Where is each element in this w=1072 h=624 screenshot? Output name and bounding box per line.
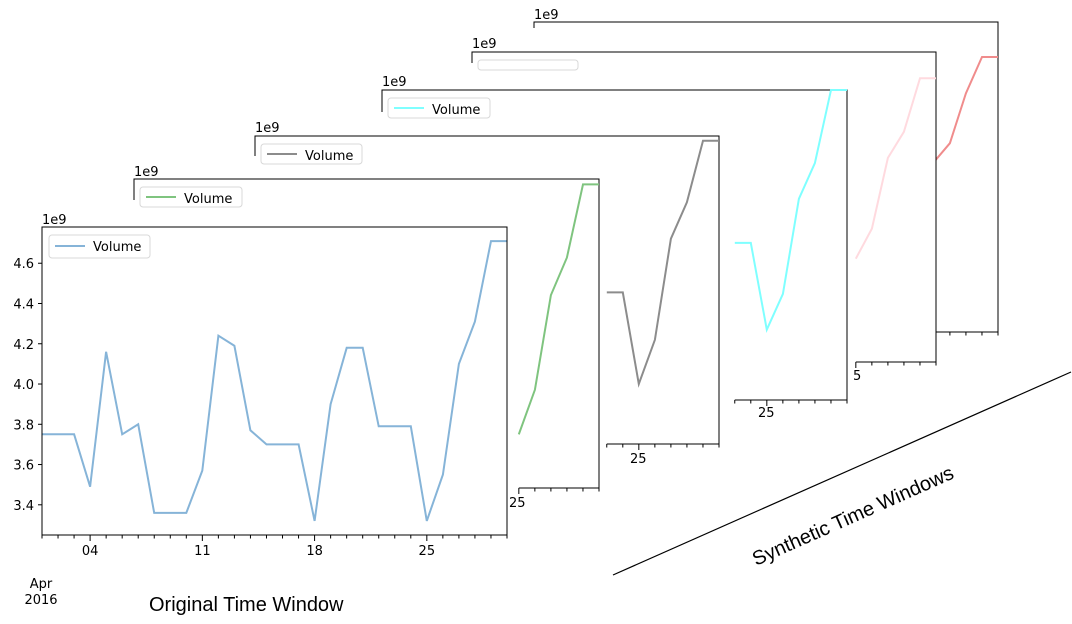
x-ticks xyxy=(734,399,848,406)
x-tick-label: 5 xyxy=(853,369,861,384)
y-axis-ticks: 3.4 3.6 3.8 4.0 4.2 4.4 4.6 xyxy=(13,257,42,514)
volume-line xyxy=(42,240,507,522)
series-line xyxy=(854,77,936,260)
y-tick-label: 3.6 xyxy=(13,459,34,474)
original-window: 1e9 Volume 3.4 3.6 3.8 4.0 4.2 4.4 4.6 04 11 18 2… xyxy=(13,213,508,608)
y-tick-label: 4.2 xyxy=(13,338,34,353)
x-axis-ticks: 04 11 18 25 xyxy=(41,535,508,559)
axes-frame xyxy=(381,89,848,400)
x-ticks xyxy=(855,361,937,368)
legend-label: Volume xyxy=(184,192,232,207)
series-line xyxy=(606,139,719,388)
y-tick-label: 3.4 xyxy=(13,499,34,514)
x-tick-label: 18 xyxy=(306,544,323,559)
legend-box xyxy=(48,234,151,259)
scale-label: 1e9 xyxy=(255,121,280,136)
x-tick-label: 25 xyxy=(758,406,775,421)
series-line xyxy=(517,183,599,435)
volume-line xyxy=(854,77,936,260)
x-tick-label: 11 xyxy=(194,544,211,559)
series-line xyxy=(734,89,847,334)
y-tick-label: 4.4 xyxy=(13,297,34,312)
x-month-label: Apr xyxy=(30,577,53,592)
x-tick-label: 25 xyxy=(419,544,436,559)
x-ticks xyxy=(606,443,720,450)
legend-label: Volume xyxy=(432,103,480,118)
series-line xyxy=(936,56,998,162)
original-caption: Original Time Window xyxy=(149,594,344,616)
legend-box xyxy=(139,186,243,208)
x-tick-label: 25 xyxy=(509,496,526,511)
scale-label: 1e9 xyxy=(472,37,497,52)
y-tick-label: 4.0 xyxy=(13,378,34,393)
legend-box xyxy=(387,97,491,119)
legend-label: Volume xyxy=(93,240,141,255)
x-tick-label: 04 xyxy=(82,544,99,559)
legend-label: Volume xyxy=(305,149,353,164)
axes-frame xyxy=(41,226,508,536)
volume-line xyxy=(517,183,599,435)
volume-line xyxy=(606,139,719,388)
legend-box xyxy=(477,59,579,71)
scale-label: 1e9 xyxy=(134,165,159,180)
series-line xyxy=(42,240,507,522)
axes-frame xyxy=(533,21,999,332)
scale-label: 1e9 xyxy=(534,8,559,23)
synthetic-divider-line xyxy=(612,371,1072,576)
axes-frame xyxy=(471,51,937,362)
legend-box xyxy=(260,143,363,165)
y-tick-label: 3.8 xyxy=(13,418,34,433)
x-tick-label: 25 xyxy=(630,452,647,467)
volume-line xyxy=(734,89,847,334)
panel-background xyxy=(42,227,507,535)
x-year-label: 2016 xyxy=(24,593,57,608)
synthetic-caption: Synthetic Time Windows xyxy=(749,462,957,570)
volume-line xyxy=(936,56,998,162)
axes-frame xyxy=(133,178,600,488)
scale-label: 1e9 xyxy=(382,75,407,90)
x-ticks xyxy=(518,487,600,494)
scale-label: 1e9 xyxy=(42,213,67,228)
axes-frame xyxy=(254,135,720,444)
y-tick-label: 4.6 xyxy=(13,257,34,272)
